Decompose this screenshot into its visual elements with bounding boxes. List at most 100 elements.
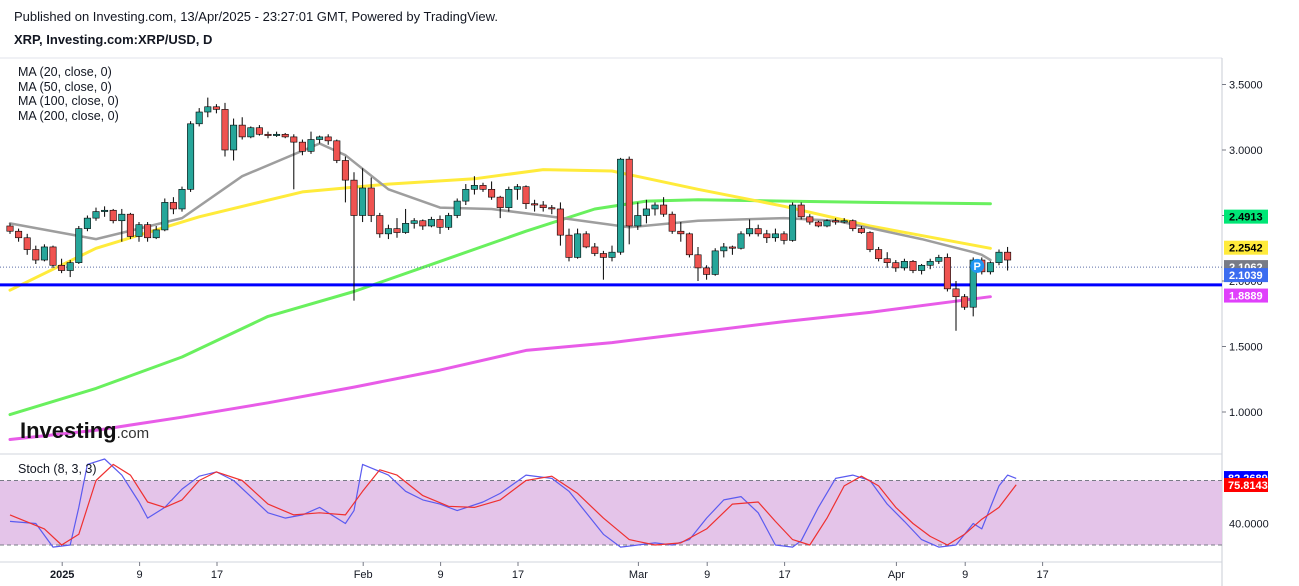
candle-body <box>617 158 625 253</box>
candle <box>316 135 324 144</box>
candle <box>986 261 994 275</box>
candle-body <box>221 109 229 151</box>
candle <box>135 222 143 242</box>
candle <box>961 294 969 310</box>
candle <box>427 216 435 228</box>
candle <box>720 243 728 258</box>
candle <box>771 228 779 242</box>
candle <box>746 219 754 237</box>
candle <box>668 211 676 234</box>
p-marker-label: P <box>974 261 981 273</box>
candle-body <box>737 233 745 249</box>
ma-legend-item[interactable]: MA (50, close, 0) <box>18 79 112 94</box>
candle <box>15 228 23 242</box>
candle-body <box>204 106 212 113</box>
candle-body <box>918 264 926 271</box>
candle <box>152 225 160 240</box>
candle-body <box>341 160 349 181</box>
candle <box>238 117 246 140</box>
candle-body <box>720 246 728 252</box>
candle <box>307 131 315 154</box>
p-marker: P <box>970 258 985 273</box>
x-tick-label: Mar <box>629 569 648 581</box>
candle-body <box>814 221 822 227</box>
candle-body <box>952 288 960 298</box>
candle-body <box>367 187 375 216</box>
candle <box>462 184 470 206</box>
candle <box>737 231 745 250</box>
candle <box>1004 246 1012 271</box>
candle <box>290 134 298 190</box>
stoch-badge-bg <box>1224 478 1268 493</box>
stoch-legend[interactable]: Stoch (8, 3, 3) <box>18 462 97 476</box>
candles <box>6 97 1012 331</box>
candle-body <box>582 233 590 248</box>
symbol-title: XRP, Investing.com:XRP/USD, D <box>14 32 213 47</box>
chart-header: Published on Investing.com, 13/Apr/2025 … <box>14 8 498 49</box>
price-badge: 1.8889 <box>1224 288 1268 303</box>
candle <box>634 202 642 230</box>
candle-body <box>556 208 564 236</box>
candle <box>23 233 31 255</box>
candle <box>92 207 100 221</box>
candle-body <box>660 204 668 215</box>
ma-legend-item[interactable]: MA (20, close, 0) <box>18 65 112 79</box>
candle-body <box>161 202 169 231</box>
candle-body <box>522 186 530 205</box>
candle-body <box>92 211 100 219</box>
candle <box>281 132 289 139</box>
candle <box>384 224 392 240</box>
candle-body <box>728 246 736 249</box>
candle <box>995 249 1003 266</box>
candle <box>711 248 719 276</box>
candle <box>943 253 951 292</box>
candle-body <box>238 124 246 138</box>
candle <box>496 195 504 219</box>
published-info: Published on Investing.com, 13/Apr/2025 … <box>14 9 498 24</box>
candle <box>40 244 48 262</box>
candle <box>101 206 109 217</box>
candle-body <box>771 233 779 239</box>
candle-body <box>40 246 48 261</box>
candle <box>875 246 883 262</box>
y-tick-label: 3.0000 <box>1229 145 1263 157</box>
candle <box>470 176 478 195</box>
candle-body <box>384 228 392 235</box>
candle <box>548 205 556 215</box>
ma-legend-item[interactable]: MA (100, close, 0) <box>18 94 119 108</box>
candle-body <box>565 234 573 258</box>
candle-body <box>961 296 969 308</box>
candle-body <box>470 185 478 190</box>
candle-body <box>118 213 126 222</box>
stoch-badge-label: 75.8143 <box>1228 480 1268 492</box>
candle-body <box>445 215 453 228</box>
candle-body <box>711 250 719 275</box>
candle-body <box>651 204 659 210</box>
ma200-line <box>8 295 992 441</box>
ma-legend-item[interactable]: MA (200, close, 0) <box>18 108 119 123</box>
candle <box>75 225 83 264</box>
candle-body <box>539 204 547 208</box>
candle <box>763 229 771 244</box>
candle <box>935 254 943 264</box>
price-badge-label: 2.4913 <box>1229 212 1263 224</box>
candle <box>900 258 908 271</box>
candle <box>247 126 255 139</box>
candle <box>789 202 797 242</box>
candle-body <box>6 225 14 232</box>
candle <box>599 250 607 280</box>
candle-body <box>943 257 951 290</box>
candle-body <box>866 232 874 250</box>
candle-body <box>453 200 461 216</box>
y-tick-label: 1.5000 <box>1229 342 1263 354</box>
candle-body <box>324 136 332 142</box>
candle <box>479 182 487 192</box>
candle-body <box>496 196 504 208</box>
x-tick-label: Feb <box>354 569 373 581</box>
p-marker-circle <box>970 258 985 273</box>
candle-body <box>393 228 401 233</box>
candle <box>556 202 564 246</box>
candle-body <box>531 203 539 206</box>
candle-body <box>909 261 917 271</box>
